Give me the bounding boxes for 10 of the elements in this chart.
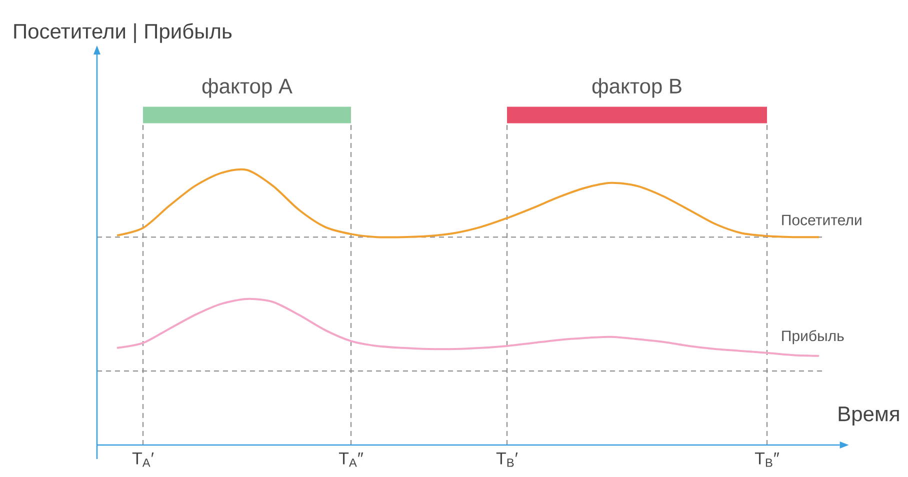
x-axis-title: Время <box>838 406 899 426</box>
x-tick-label: T$_{B}$′ <box>496 452 518 467</box>
x-tick-label: T$_{A}$′ <box>132 452 154 467</box>
series-label: Посетители <box>782 214 862 226</box>
series-label: Прибыль <box>782 330 844 344</box>
text: Посетители | Прибыль <box>14 23 232 43</box>
text: фактор B <box>592 78 682 98</box>
x-tick-label: T$_{B}$″ <box>754 452 780 467</box>
text: фактор A <box>202 78 292 98</box>
x-tick-label: T$_{A}$″ <box>338 452 364 467</box>
